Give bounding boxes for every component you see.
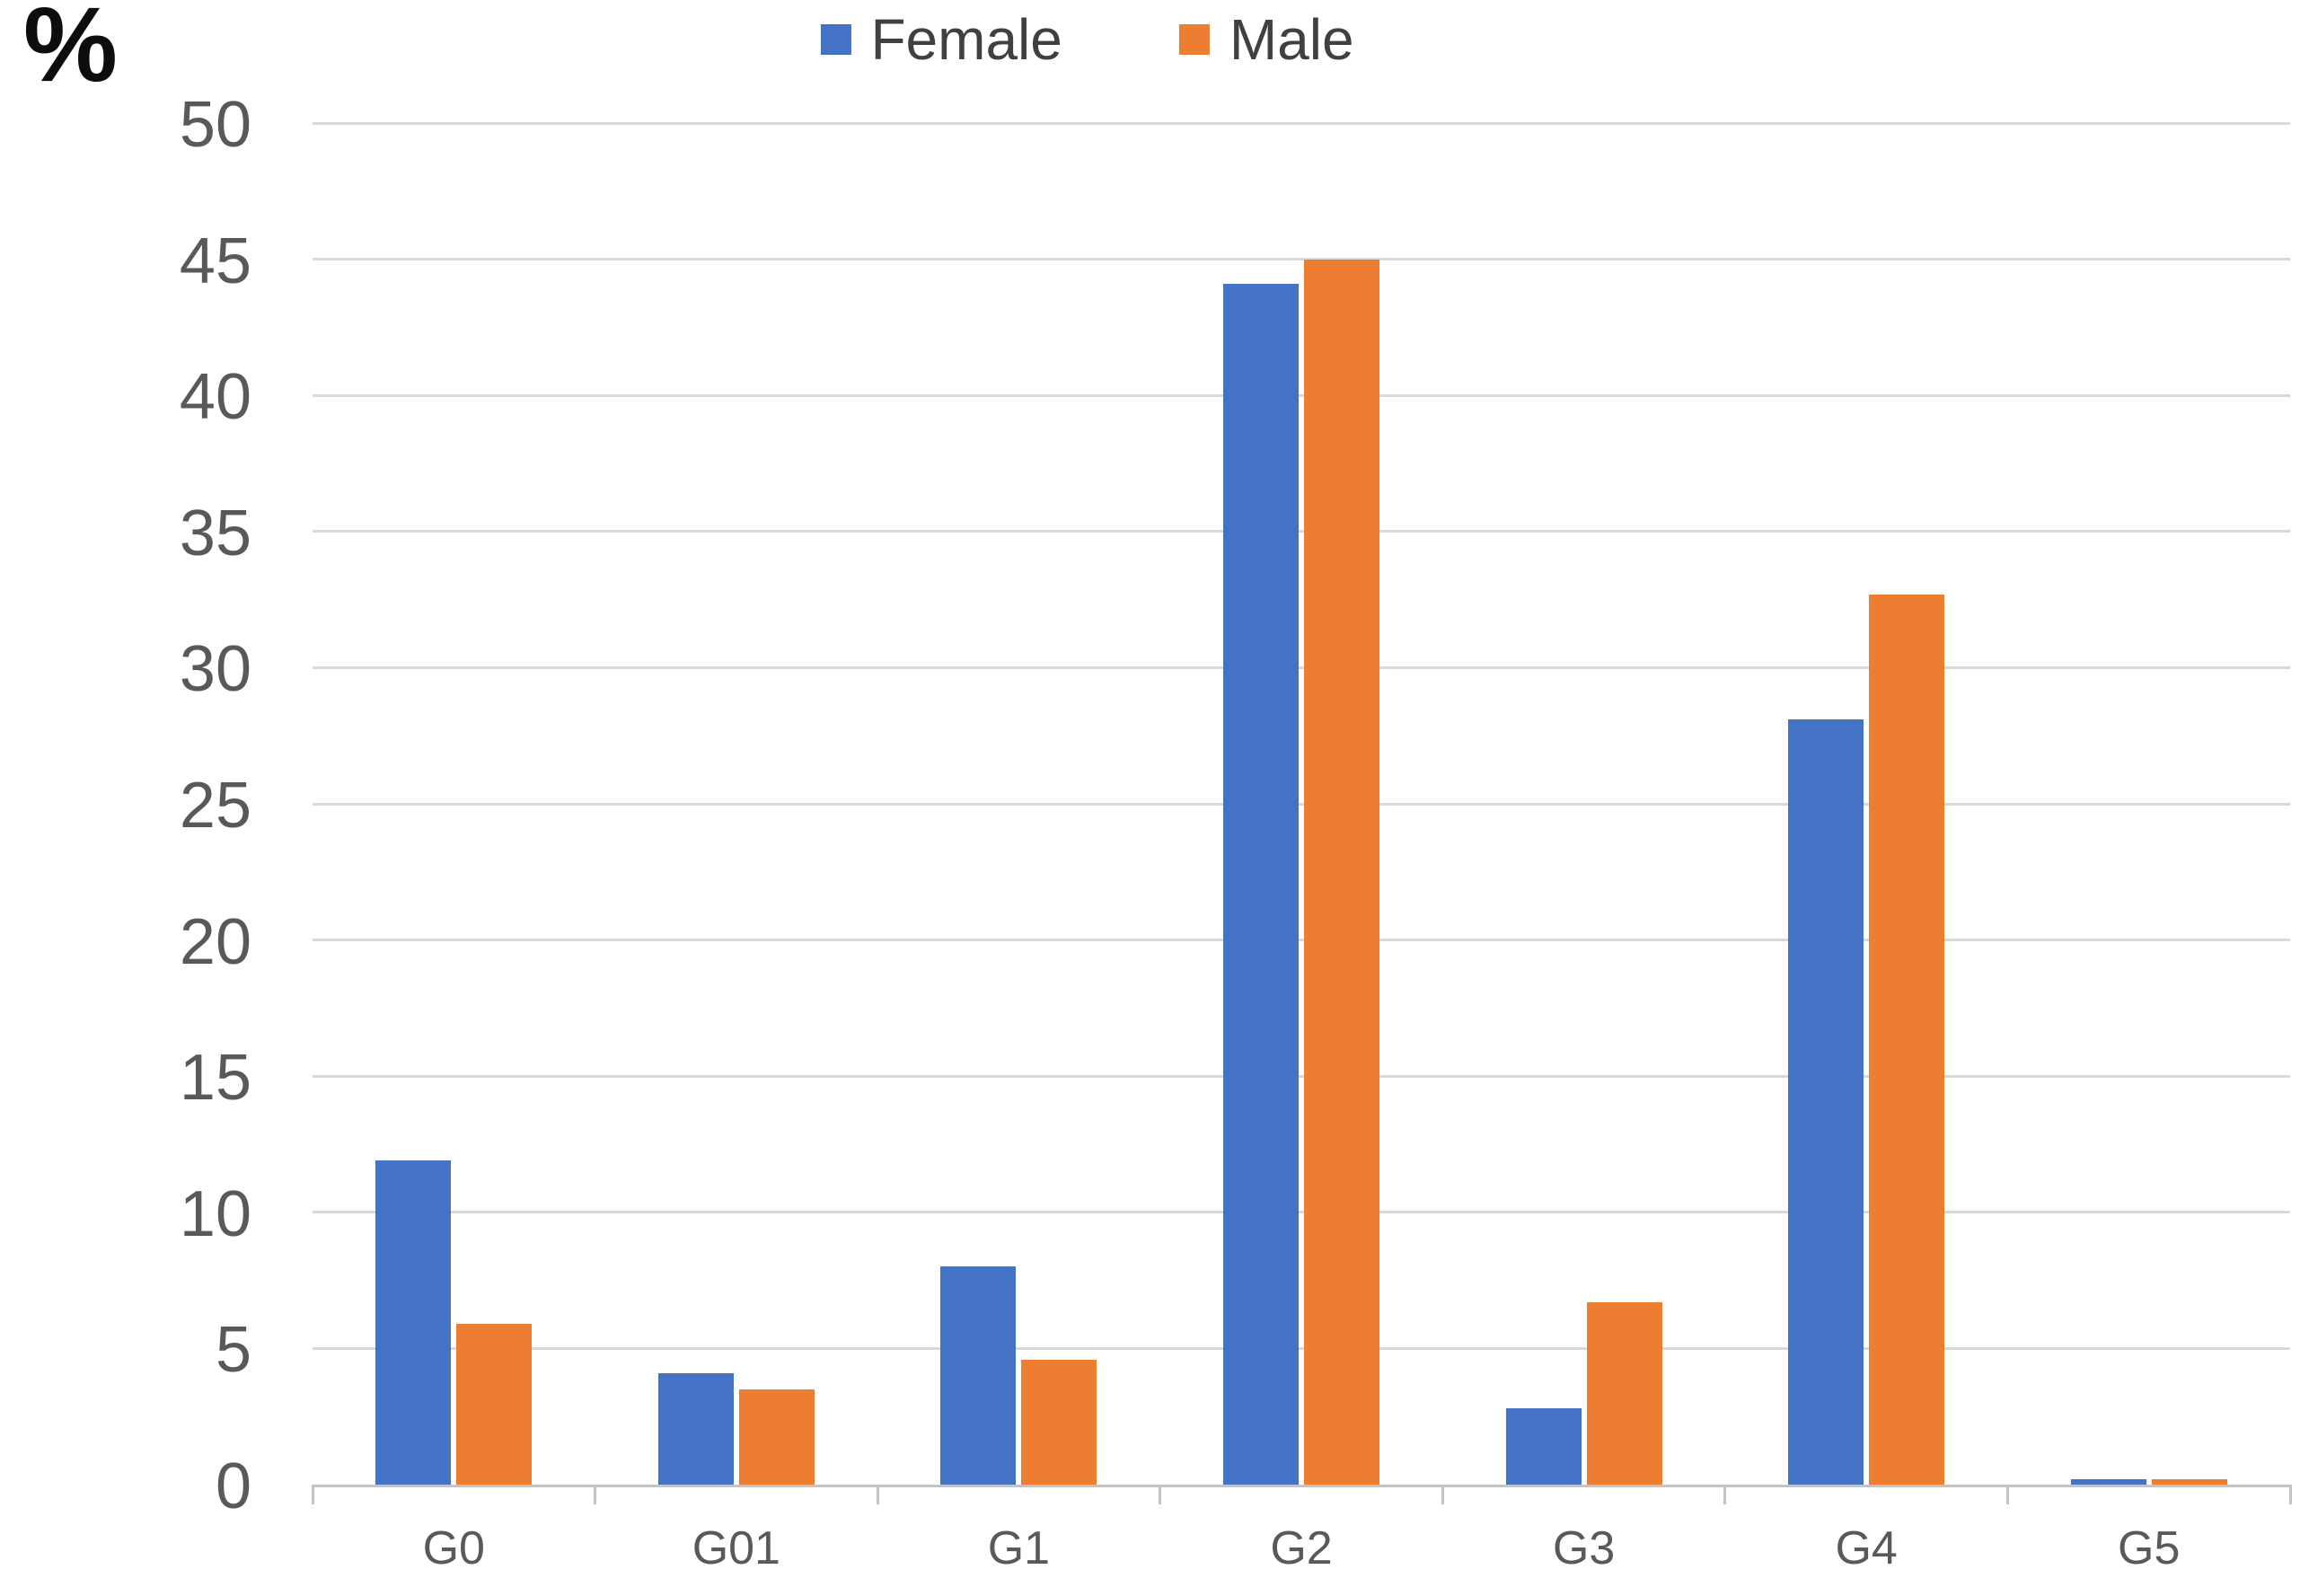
bar-female-g4	[1788, 719, 1864, 1485]
gridline	[313, 1346, 2290, 1350]
y-axis-tick-label: 50	[179, 89, 251, 161]
legend-label-female: Female	[870, 7, 1062, 72]
bar-female-g01	[657, 1372, 734, 1485]
x-axis-tick	[876, 1485, 879, 1504]
bar-male-g0	[456, 1324, 533, 1485]
x-axis-tick-label: G3	[1552, 1522, 1616, 1574]
x-axis-tick-label: G2	[1270, 1522, 1333, 1574]
bar-male-g3	[1586, 1301, 1662, 1485]
y-axis-tick-label: 30	[179, 633, 251, 706]
x-axis-tick	[1723, 1485, 1727, 1504]
legend-swatch-female	[820, 24, 851, 55]
x-axis-tick-label: G5	[2118, 1522, 2181, 1574]
x-axis-tick-label: G4	[1835, 1522, 1898, 1574]
gridline	[313, 666, 2290, 669]
y-axis-tick-label: 25	[179, 770, 251, 842]
y-axis-tick-label: 45	[179, 225, 251, 297]
x-axis-tick	[2288, 1485, 2292, 1504]
x-axis-tick	[1441, 1485, 1444, 1504]
y-axis-tick-label: 15	[179, 1042, 251, 1115]
bar-male-g1	[1021, 1359, 1097, 1485]
x-axis-line	[313, 1485, 2290, 1487]
legend: Female Male	[820, 7, 1354, 72]
y-axis-tick-label: 5	[215, 1314, 251, 1387]
gridline	[313, 1074, 2290, 1078]
legend-label-male: Male	[1229, 7, 1354, 72]
y-axis-tick-label: 20	[179, 905, 251, 978]
x-axis-tick-label: G01	[692, 1522, 780, 1574]
y-axis-unit-label: %	[23, 0, 118, 104]
y-axis-tick-label: 0	[215, 1451, 251, 1522]
gridline	[313, 530, 2290, 533]
gridline	[313, 121, 2290, 125]
y-axis-tick-label: 35	[179, 497, 251, 569]
x-axis-tick	[1159, 1485, 1162, 1504]
bar-female-g3	[1505, 1408, 1582, 1485]
x-axis-tick	[2005, 1485, 2009, 1504]
x-axis-tick	[311, 1485, 314, 1504]
gridline	[313, 939, 2290, 942]
bar-male-g4	[1869, 594, 1945, 1485]
y-axis-tick-label: 10	[179, 1177, 251, 1250]
bar-male-g2	[1304, 259, 1379, 1485]
bar-female-g2	[1223, 283, 1299, 1485]
gridline	[313, 1211, 2290, 1214]
bar-female-g0	[375, 1160, 452, 1485]
bar-female-g5	[2070, 1478, 2146, 1485]
bar-male-g01	[738, 1389, 815, 1485]
gridline	[313, 393, 2290, 397]
x-axis-tick-label: G0	[422, 1522, 485, 1574]
legend-item-male: Male	[1178, 7, 1354, 72]
x-axis-tick	[594, 1485, 597, 1504]
legend-item-female: Female	[820, 11, 1062, 68]
gridline	[313, 802, 2290, 806]
gridline	[313, 258, 2290, 261]
legend-swatch-male	[1178, 24, 1210, 55]
bar-male-g5	[2151, 1478, 2227, 1485]
y-axis-tick-label: 40	[179, 361, 251, 434]
bar-female-g1	[940, 1266, 1017, 1485]
x-axis-tick-label: G1	[987, 1522, 1051, 1574]
